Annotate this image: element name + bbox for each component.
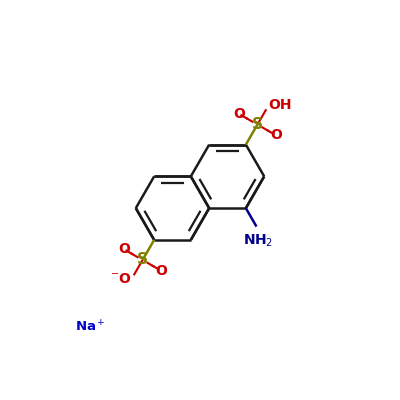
Text: S: S xyxy=(137,252,148,268)
Text: OH: OH xyxy=(268,98,292,112)
Text: S: S xyxy=(252,117,263,132)
Text: $^{-}$O: $^{-}$O xyxy=(110,272,132,286)
Text: O: O xyxy=(270,128,282,142)
Text: O: O xyxy=(118,242,130,256)
Text: Na$^+$: Na$^+$ xyxy=(75,319,106,334)
Text: O: O xyxy=(155,264,167,278)
Text: NH$_2$: NH$_2$ xyxy=(243,232,274,249)
Text: O: O xyxy=(233,107,245,121)
